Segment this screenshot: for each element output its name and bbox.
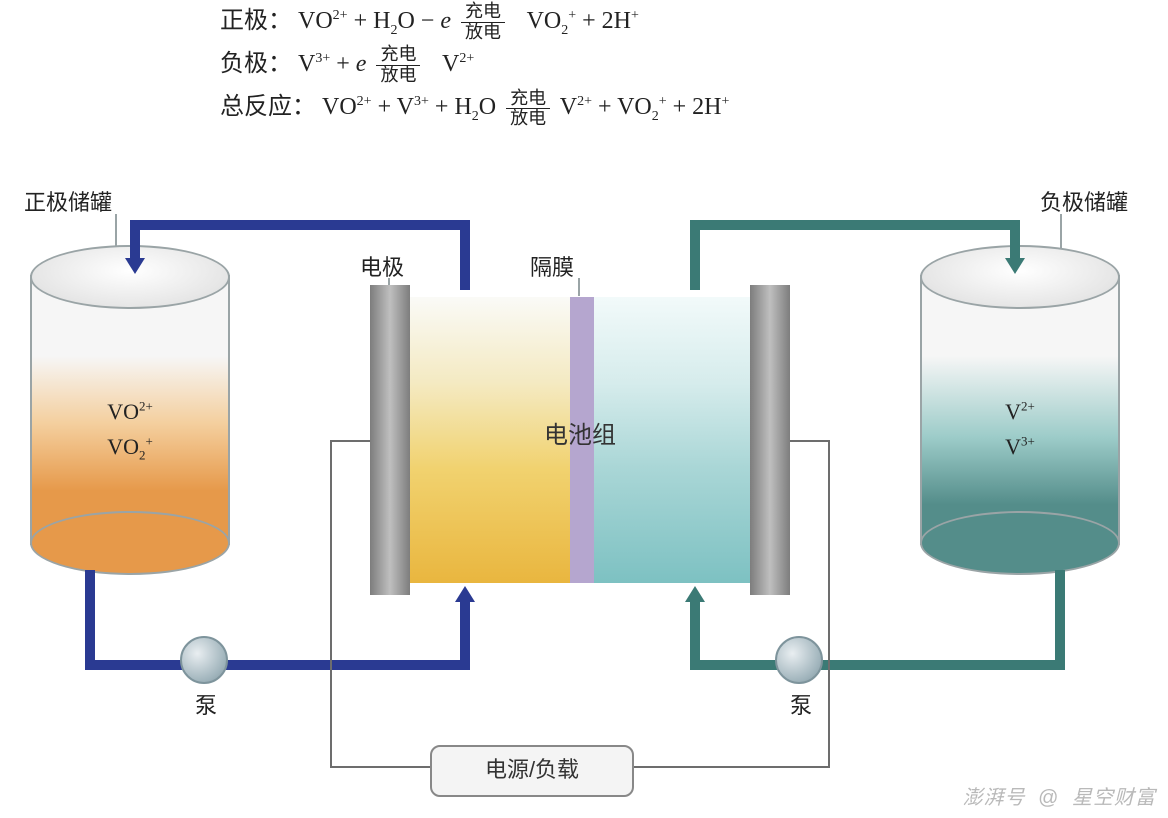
tank-bottom-ellipse: [920, 511, 1120, 575]
pipe-blue-into-tank: [130, 220, 140, 260]
pump-left: [180, 636, 228, 684]
pipe-blue-tank-down: [85, 570, 95, 670]
tank-left-species: VO2+ VO2+: [30, 394, 230, 466]
pipe-teal-top-v: [690, 220, 700, 290]
label-negative-tank: 负极储罐: [1040, 185, 1128, 217]
equation-positive: 正极： VO2+ + H2O − e 充电 放电 VO2+ + 2H+: [220, 0, 729, 43]
label-membrane: 隔膜: [530, 250, 574, 282]
eq-pos-rhs: VO2+ + 2H+: [527, 8, 639, 34]
eq-ovr-lhs: VO2+ + V3+ + H2O: [322, 94, 496, 120]
eq-ovr-label: 总反应：: [220, 94, 316, 120]
watermark-right: 星空财富: [1072, 787, 1156, 809]
pump-right: [775, 636, 823, 684]
reaction-arrow-fraction: 充电 放电: [376, 45, 420, 86]
at-icon: @: [1038, 787, 1059, 809]
pipe-teal-top-h: [690, 220, 1020, 230]
wire: [828, 440, 830, 768]
arrow-into-positive-tank: [125, 258, 145, 274]
equation-negative: 负极： V3+ + e 充电 放电 V2+: [220, 43, 729, 86]
wire: [330, 440, 332, 768]
tank-right-species: V2+ V3+: [920, 394, 1120, 464]
eq-neg-label: 负极：: [220, 51, 292, 77]
eq-pos-lhs: VO2+ + H2O − e: [298, 8, 451, 34]
positive-tank: VO2+ VO2+: [30, 245, 230, 575]
equations-block: 正极： VO2+ + H2O − e 充电 放电 VO2+ + 2H+ 负极： …: [220, 0, 729, 130]
pipe-teal-up-to-stack: [690, 600, 700, 670]
arrow-into-stack-left: [455, 586, 475, 602]
pipe-blue-top-h: [130, 220, 470, 230]
tank-bottom-ellipse: [30, 511, 230, 575]
species-line: V3+: [920, 429, 1120, 464]
species-line: V2+: [920, 394, 1120, 429]
label-electrode: 电极: [360, 250, 404, 282]
label-pump-left: 泵: [195, 688, 217, 720]
pipe-blue-bottom-h: [85, 660, 460, 670]
label-pump-right: 泵: [790, 688, 812, 720]
eq-ovr-rhs: V2+ + VO2+ + 2H+: [560, 94, 730, 120]
tank-top-ellipse: [920, 245, 1120, 309]
pipe-teal-tank-down: [1055, 570, 1065, 670]
pipe-blue-top-v: [460, 220, 470, 290]
pipe-teal-bottom-h: [690, 660, 1065, 670]
species-line: VO2+: [30, 394, 230, 429]
watermark: 澎湃号 @ 星空财富: [963, 781, 1156, 810]
eq-pos-label: 正极：: [220, 8, 292, 34]
wire: [790, 440, 830, 442]
wire: [630, 766, 830, 768]
species-line: VO2+: [30, 429, 230, 466]
negative-tank: V2+ V3+: [920, 245, 1120, 575]
equation-overall: 总反应： VO2+ + V3+ + H2O 充电 放电 V2+ + VO2+ +…: [220, 86, 729, 129]
load-box: 电源/负载: [430, 745, 634, 797]
pipe-blue-up-to-stack: [460, 600, 470, 670]
arrow-into-stack-right: [685, 586, 705, 602]
pipe-teal-into-tank: [1010, 220, 1020, 260]
eq-neg-rhs: V2+: [442, 51, 474, 77]
reaction-arrow-fraction: 充电 放电: [506, 89, 550, 130]
arrow-into-negative-tank: [1005, 258, 1025, 274]
eq-neg-lhs: V3+ + e: [298, 51, 366, 77]
watermark-left: 澎湃号: [963, 787, 1026, 809]
cell-stack: 电池组: [370, 285, 790, 595]
label-positive-tank: 正极储罐: [24, 185, 112, 217]
label-stack: 电池组: [370, 415, 790, 450]
wire: [330, 440, 370, 442]
wire: [330, 766, 430, 768]
reaction-arrow-fraction: 充电 放电: [461, 2, 505, 43]
